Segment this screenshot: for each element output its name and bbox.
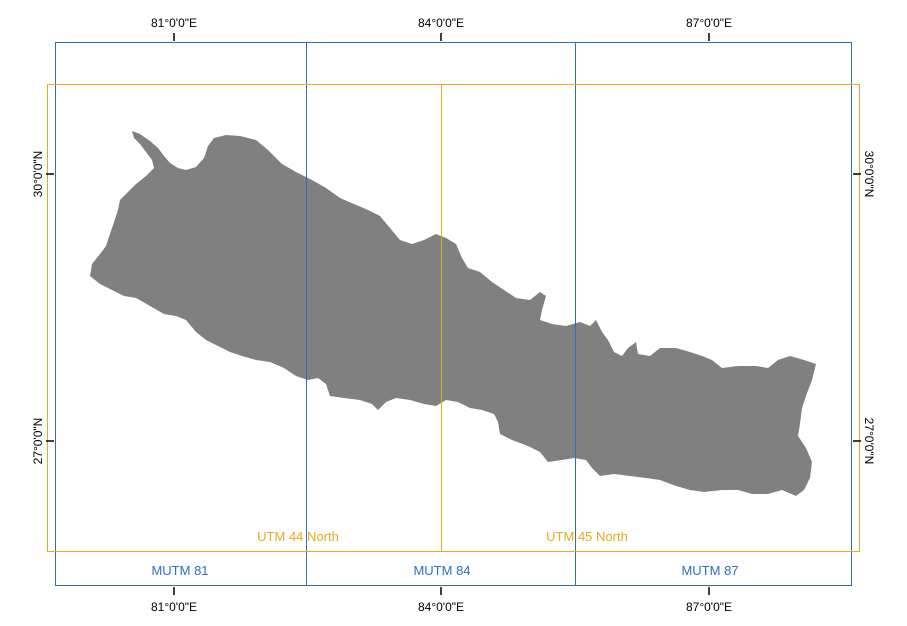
lon-label-top-81: 81°0'0"E bbox=[151, 16, 197, 30]
mutm-zone-grid bbox=[55, 42, 852, 586]
mutm-zone-81-label: MUTM 81 bbox=[151, 563, 208, 578]
lon-label-top-87: 87°0'0"E bbox=[686, 16, 732, 30]
country-shape bbox=[90, 131, 816, 496]
utm-zone-45 bbox=[441, 84, 860, 552]
utm-zone-44-label: UTM 44 North bbox=[257, 529, 339, 544]
lon-label-bottom-81: 81°0'0"E bbox=[151, 600, 197, 614]
utm-zone-45-label: UTM 45 North bbox=[546, 529, 628, 544]
lon-label-bottom-84: 84°0'0"E bbox=[418, 600, 464, 614]
mutm-zone-84-label: MUTM 84 bbox=[413, 563, 470, 578]
graticule-ticks bbox=[46, 33, 861, 595]
lat-label-right-30: 30°0'0"N bbox=[862, 151, 876, 198]
lat-label-left-27: 27°0'0"N bbox=[31, 418, 45, 465]
lat-label-right-27: 27°0'0"N bbox=[862, 418, 876, 465]
lon-label-bottom-87: 87°0'0"E bbox=[686, 600, 732, 614]
lon-label-top-84: 84°0'0"E bbox=[418, 16, 464, 30]
mutm-zone-87 bbox=[575, 42, 852, 586]
utm-zone-grid bbox=[47, 84, 860, 552]
lat-label-left-30: 30°0'0"N bbox=[31, 151, 45, 198]
mutm-zone-87-label: MUTM 87 bbox=[681, 563, 738, 578]
